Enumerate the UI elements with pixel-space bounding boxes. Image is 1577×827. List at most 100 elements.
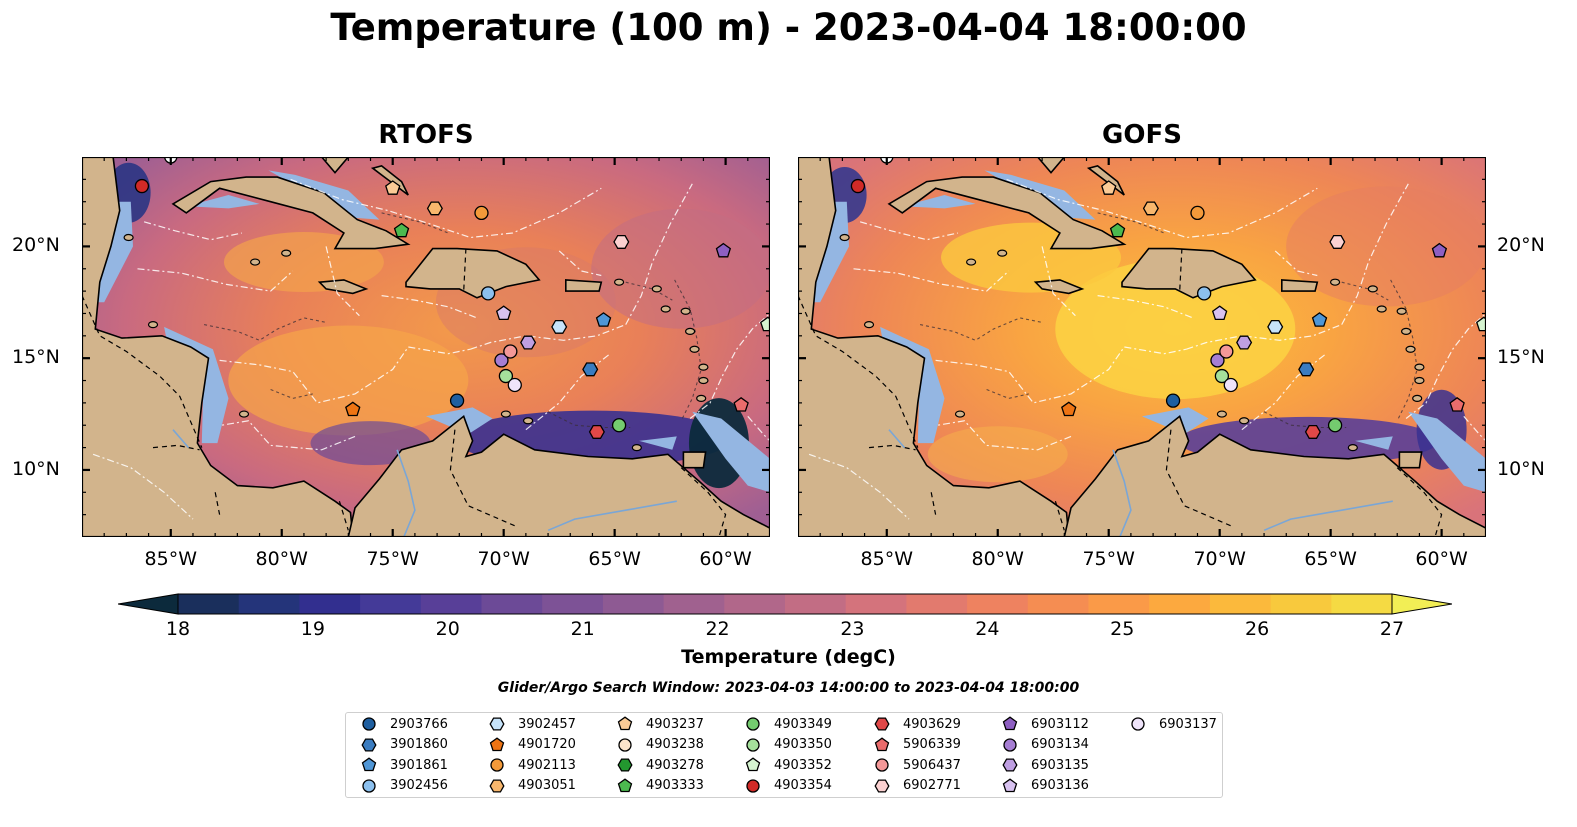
legend-marker[interactable] (617, 758, 633, 772)
observation-4901720[interactable] (1061, 401, 1077, 417)
observation-4902113[interactable] (1190, 205, 1205, 221)
observation-4903349[interactable] (611, 418, 627, 433)
observation-3902456[interactable] (1196, 286, 1212, 301)
observation-6903135[interactable] (520, 335, 537, 350)
legend-marker[interactable] (874, 736, 890, 751)
observation-6903112[interactable] (715, 242, 732, 258)
legend-marker[interactable] (874, 778, 890, 793)
observation-6903134[interactable] (1210, 353, 1225, 368)
legend-marker[interactable] (1002, 758, 1018, 772)
observation-6903112[interactable] (1431, 242, 1448, 258)
observation-4903629[interactable] (588, 424, 605, 439)
legend-entry: 6903112 (1001, 715, 1089, 733)
map-canvas (798, 157, 1486, 537)
legend-entry-label: 4903354 (774, 778, 832, 793)
legend-marker[interactable] (874, 717, 890, 731)
observation-3901860[interactable] (1298, 362, 1315, 377)
observation-3901861[interactable] (1311, 312, 1328, 327)
observation-3902456[interactable] (480, 286, 496, 301)
legend-marker[interactable] (617, 777, 633, 792)
circle-marker-icon (746, 717, 760, 731)
observation-2903766[interactable] (1165, 393, 1181, 408)
observation-6903135[interactable] (1236, 335, 1253, 350)
legend-marker[interactable] (746, 717, 760, 731)
observation-4903237[interactable] (1101, 180, 1117, 195)
observation-5906339[interactable] (1449, 396, 1465, 412)
colorbar-segment (420, 594, 483, 614)
legend-entry: 3902456 (360, 777, 448, 795)
legend-entry-label: 4903352 (774, 757, 832, 773)
observation-6903137[interactable] (507, 377, 522, 393)
legend-entry: 4903352 (744, 756, 832, 774)
observation-4903237[interactable] (385, 180, 401, 195)
observation-4903051[interactable] (426, 201, 443, 216)
legend-entry: 4901720 (488, 736, 576, 754)
legend-entry-label: 3901860 (390, 737, 448, 752)
legend-marker[interactable] (489, 736, 505, 751)
observation-5906339[interactable] (733, 396, 749, 412)
observation-6903136[interactable] (495, 305, 512, 321)
map-panel-gofs[interactable] (798, 157, 1486, 537)
legend-marker[interactable] (875, 758, 889, 772)
legend-entry: 3901860 (360, 736, 448, 754)
legend-marker[interactable] (489, 778, 505, 793)
observation-3901861[interactable] (595, 312, 612, 327)
observation-6903137[interactable] (1223, 377, 1238, 393)
observation-5906437[interactable] (1219, 344, 1234, 359)
observation-4903352[interactable] (760, 316, 770, 332)
observation-5906437[interactable] (503, 344, 518, 359)
observation-4903051[interactable] (1142, 201, 1159, 216)
legend-entry: 4903350 (744, 736, 832, 754)
observation-4903350[interactable] (1214, 368, 1230, 384)
legend-marker[interactable] (1002, 777, 1018, 792)
legend-marker[interactable] (1003, 737, 1017, 752)
colorbar-label: Temperature (degC) (681, 646, 896, 668)
legend-entry: 3901861 (360, 756, 448, 774)
legend-entry-label: 4903237 (646, 716, 704, 732)
lon-tick-label: 85°W (144, 548, 197, 570)
legend-marker[interactable] (618, 737, 632, 752)
lat-tick-label-left: 15°N (12, 346, 60, 369)
legend-marker[interactable] (362, 778, 376, 793)
observation-4903354[interactable] (134, 178, 150, 194)
observation-4903629[interactable] (1304, 424, 1321, 439)
legend-marker[interactable] (361, 757, 377, 772)
legend-marker[interactable] (1002, 716, 1018, 731)
observation-4903354[interactable] (850, 178, 866, 194)
legend-marker[interactable] (745, 757, 761, 772)
observation-6903136[interactable] (1211, 305, 1228, 321)
lon-tick-label: 75°W (366, 548, 419, 570)
observation-6903134[interactable] (494, 353, 509, 368)
observation-4901720[interactable] (345, 401, 361, 417)
observation-4903333[interactable] (1109, 222, 1126, 238)
observation-4902113[interactable] (474, 205, 489, 221)
observation-2903766[interactable] (449, 393, 465, 408)
observation-4903350[interactable] (498, 368, 514, 384)
legend-marker[interactable] (746, 778, 760, 793)
hexagon-marker-icon (874, 778, 890, 793)
observation-4903349[interactable] (1327, 418, 1343, 433)
legend-entry: 6903136 (1001, 777, 1089, 795)
legend-marker[interactable] (490, 758, 504, 772)
legend-marker[interactable] (1131, 717, 1145, 731)
observation-3902457[interactable] (551, 319, 568, 334)
hexagon-marker-icon (489, 778, 505, 793)
legend-entry: 3902457 (488, 715, 576, 733)
observation-4903352[interactable] (1476, 316, 1486, 332)
pentagon-marker-icon (617, 716, 633, 731)
circle-marker-icon (362, 778, 376, 793)
observation-3901860[interactable] (582, 362, 599, 377)
legend-marker[interactable] (746, 737, 760, 752)
legend-marker[interactable] (362, 717, 376, 731)
colorbar-segment (1209, 594, 1272, 614)
observation-6902771[interactable] (613, 234, 630, 249)
map-panel-rtofs[interactable] (82, 157, 770, 537)
observation-4903333[interactable] (393, 222, 410, 238)
colorbar-bar (117, 593, 1453, 615)
legend-entry-label: 4901720 (518, 737, 576, 752)
legend-marker[interactable] (489, 717, 505, 731)
legend-marker[interactable] (361, 737, 377, 752)
observation-6902771[interactable] (1329, 234, 1346, 249)
observation-3902457[interactable] (1267, 319, 1284, 334)
legend-marker[interactable] (617, 716, 633, 731)
